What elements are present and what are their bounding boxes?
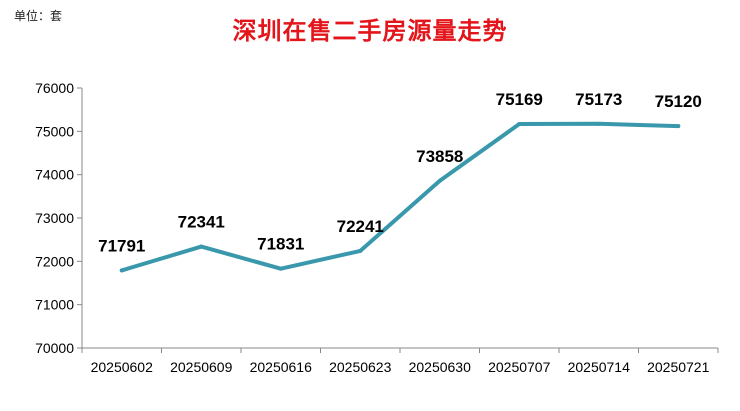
data-point [596,121,601,126]
data-label: 75169 [496,90,543,109]
data-point [358,248,363,253]
chart-series [119,121,681,273]
data-point [119,268,124,273]
unit-label: 单位：套 [14,9,63,23]
series-line [119,121,681,273]
x-tick-label: 20250714 [568,359,631,375]
y-tick-label: 70000 [35,340,74,356]
data-label: 71831 [257,235,304,254]
x-tick-label: 20250630 [409,359,472,375]
data-point [437,178,442,183]
y-tick-label: 76000 [35,80,74,96]
chart-axes: 70000 71000 72000 73000 74000 75000 76000 20250… [35,80,719,375]
y-tick-label: 71000 [35,297,74,313]
data-label: 72241 [337,217,384,236]
x-tick-label: 20250609 [170,359,233,375]
y-tick-label: 75000 [35,123,74,139]
data-point [278,266,283,271]
y-tick-label: 73000 [35,210,74,226]
data-label: 72341 [178,213,225,232]
data-label: 73858 [416,147,463,166]
data-label: 71791 [98,236,145,255]
x-tick-label: 20250623 [329,359,392,375]
data-labels: 71791 72341 71831 72241 73858 75169 75173 75120 [98,90,702,256]
data-point [676,124,681,129]
y-tick-label: 74000 [35,167,74,183]
x-tick-label: 20250602 [91,359,154,375]
data-point [199,244,204,249]
chart-title: 深圳在售二手房源量走势 [232,16,508,45]
data-label: 75120 [655,92,702,111]
x-tick-label: 20250616 [250,359,313,375]
data-label: 75173 [575,90,622,109]
x-tick-label: 20250707 [488,359,551,375]
y-tick-label: 72000 [35,253,74,269]
x-tick-label: 20250721 [647,359,710,375]
data-point [517,122,522,127]
